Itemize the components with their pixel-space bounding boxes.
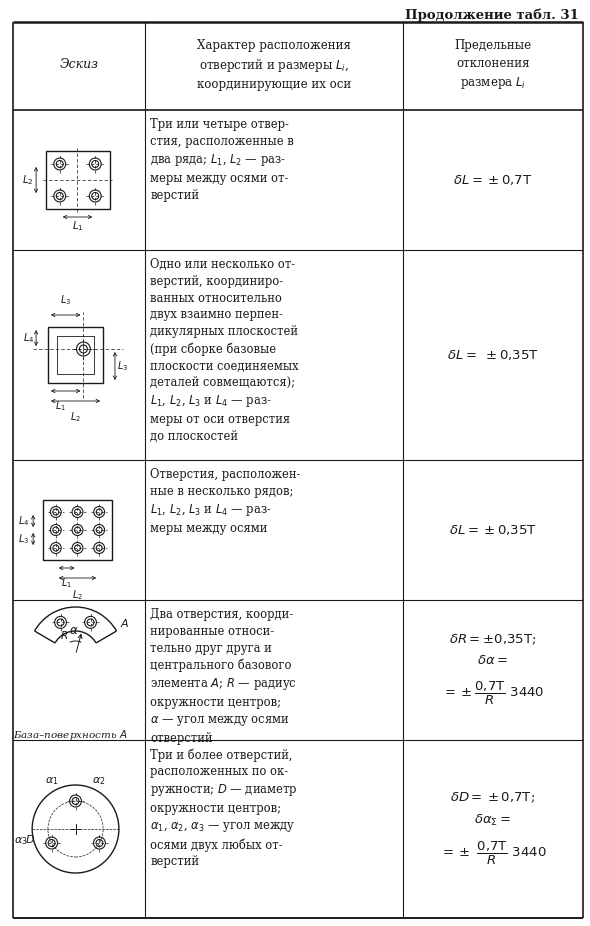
Text: Три или четыре отвер-
стия, расположенные в
два ряда; $L_1$, $L_2$ — раз-
меры м: Три или четыре отвер- стия, расположенны…	[150, 118, 294, 202]
Text: Одно или несколько от-
верстий, координиро-
ванных относительно
двух взаимно пер: Одно или несколько от- верстий, координи…	[150, 258, 299, 443]
Bar	[43, 500, 112, 560]
Text: $\alpha$: $\alpha$	[69, 624, 78, 637]
Text: $\delta L = \pm 0{,}35\mathrm{T}$: $\delta L = \pm 0{,}35\mathrm{T}$	[449, 523, 537, 537]
Text: $L_1$: $L_1$	[61, 576, 72, 590]
Text: Предельные
отклонения
размера $L_i$: Предельные отклонения размера $L_i$	[454, 39, 532, 91]
Text: $L_3$: $L_3$	[18, 532, 29, 546]
Text: $\delta L = \pm 0{,}7\mathrm{T}$: $\delta L = \pm 0{,}7\mathrm{T}$	[453, 173, 533, 187]
Text: Три и более отверстий,
расположенных по ок-
ружности; $D$ — диаметр
окружности ц: Три и более отверстий, расположенных по …	[150, 748, 298, 869]
Text: Продолжение табл. 31: Продолжение табл. 31	[405, 8, 579, 21]
Text: $L_4$: $L_4$	[22, 332, 34, 344]
Text: $\alpha_2$: $\alpha_2$	[92, 775, 106, 787]
Text: $R$: $R$	[60, 629, 68, 641]
Text: $L_1$: $L_1$	[55, 399, 66, 413]
Text: $D$: $D$	[25, 833, 35, 845]
Text: $\alpha_3$: $\alpha_3$	[14, 835, 27, 847]
Bar	[57, 336, 94, 374]
Text: $\delta R = {\pm}0{,}35\mathrm{T}$;
$\delta\alpha =$
$=\pm\dfrac{0{,}7\mathrm{T}: $\delta R = {\pm}0{,}35\mathrm{T}$; $\de…	[442, 633, 544, 707]
Text: $L_2$: $L_2$	[72, 588, 83, 602]
Text: Отверстия, расположен-
ные в несколько рядов;
$L_1$, $L_2$, $L_3$ и $L_4$ — раз-: Отверстия, расположен- ные в несколько р…	[150, 468, 301, 535]
Text: $L_4$: $L_4$	[18, 514, 29, 528]
Text: $\delta D = \pm 0{,}7\mathrm{T}$;
$\delta\alpha_{\Sigma} =$
$=\pm\ \dfrac{0{,}7\: $\delta D = \pm 0{,}7\mathrm{T}$; $\delt…	[440, 791, 546, 868]
Text: $\alpha_1$: $\alpha_1$	[45, 775, 59, 787]
Text: Характер расположения
отверстий и размеры $L_i$,
координирующие их оси: Характер расположения отверстий и размер…	[196, 39, 350, 92]
Text: $L_3$: $L_3$	[117, 359, 129, 373]
Text: $L_1$: $L_1$	[71, 219, 83, 233]
Text: $A$: $A$	[120, 617, 130, 629]
Bar	[48, 327, 103, 383]
Text: $\delta L{=}\ \pm 0{,}35\mathrm{T}$: $\delta L{=}\ \pm 0{,}35\mathrm{T}$	[447, 348, 539, 362]
Bar	[46, 151, 110, 209]
Text: $L_3$: $L_3$	[60, 294, 71, 307]
Text: Эскиз: Эскиз	[60, 58, 99, 71]
Text: $L_2$: $L_2$	[22, 173, 34, 187]
Text: $L_2$: $L_2$	[70, 410, 81, 424]
Text: Два отверстия, коорди-
нированные относи-
тельно друг друга и
центрального базов: Два отверстия, коорди- нированные относи…	[150, 608, 297, 745]
Text: База–поверхность $A$: База–поверхность $A$	[13, 728, 128, 742]
